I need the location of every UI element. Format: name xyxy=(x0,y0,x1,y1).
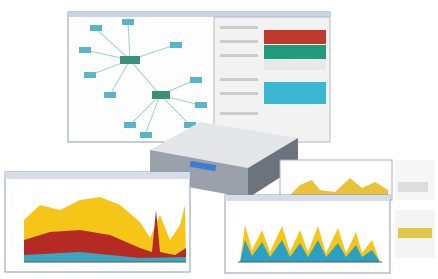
collage xyxy=(0,0,438,279)
legend-block xyxy=(395,160,435,200)
panel-bar xyxy=(264,45,326,59)
small-chart xyxy=(280,160,435,200)
panel-bar xyxy=(264,60,326,70)
legend-block xyxy=(398,182,428,192)
title-bar xyxy=(225,195,390,201)
title-bar xyxy=(68,12,330,17)
panel-bar xyxy=(264,82,326,104)
legend-block xyxy=(398,228,432,238)
area-chart-window xyxy=(5,172,190,272)
panel-bar xyxy=(264,30,326,44)
title-bar xyxy=(5,172,190,179)
network-window xyxy=(68,12,330,142)
